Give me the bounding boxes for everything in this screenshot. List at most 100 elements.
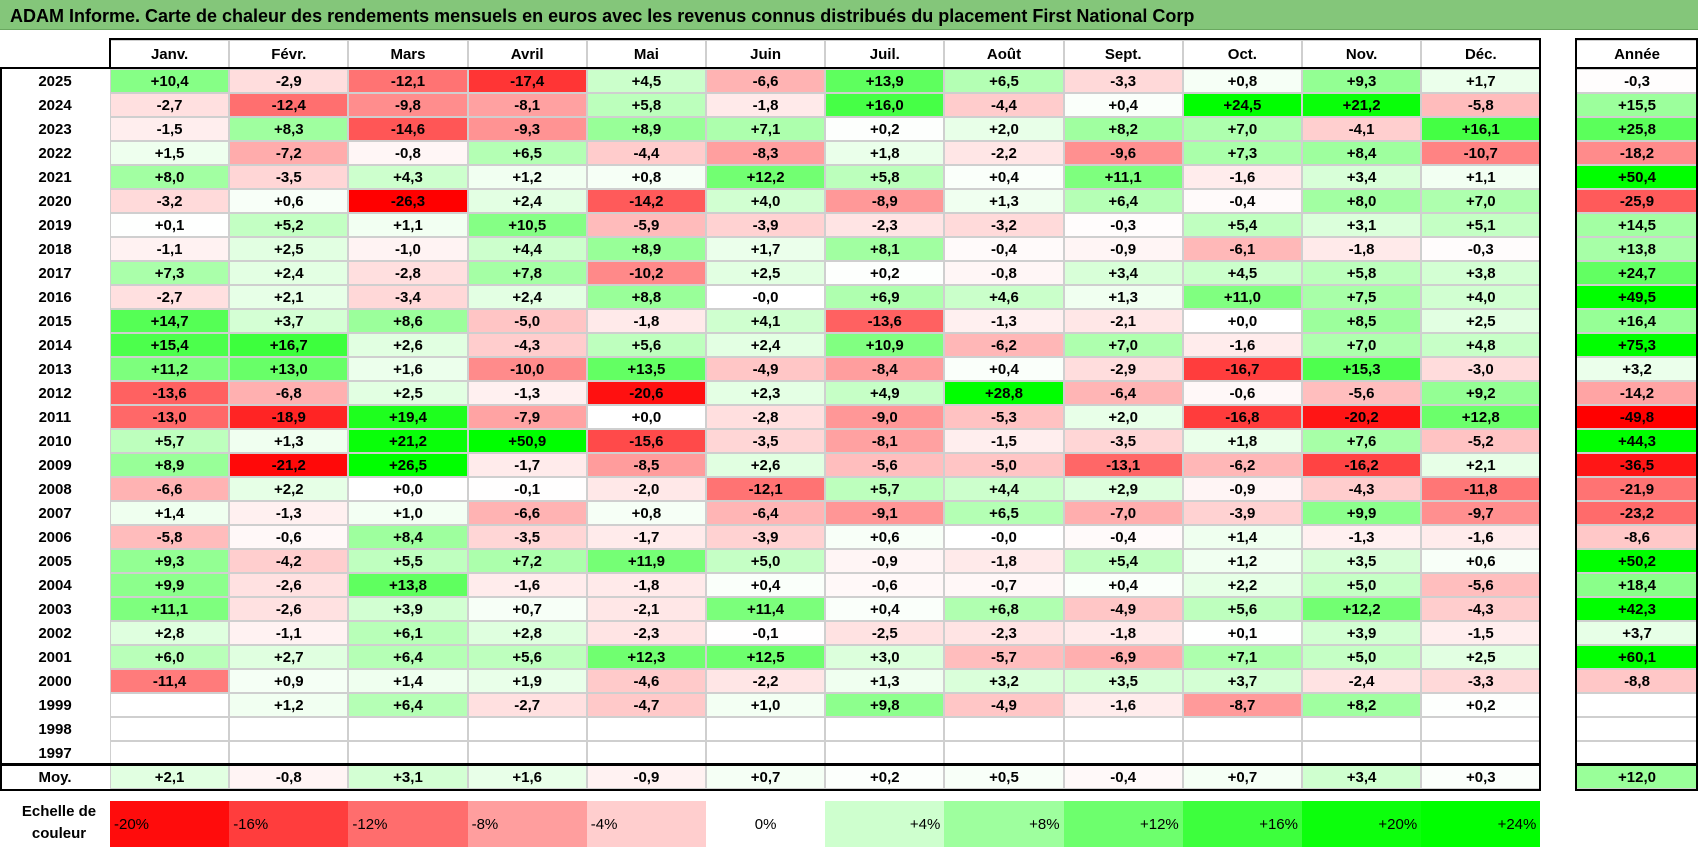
annual-cell: +14,5 bbox=[1576, 213, 1698, 237]
heatmap-cell: -1,3 bbox=[1302, 525, 1422, 549]
color-scale-step: +20% bbox=[1302, 801, 1422, 847]
heatmap-cell: -2,3 bbox=[586, 621, 706, 645]
annual-cell: -18,2 bbox=[1576, 141, 1698, 165]
annual-cell: +42,3 bbox=[1576, 597, 1698, 621]
heatmap-cell: -16,7 bbox=[1182, 357, 1302, 381]
annual-column-header: Année bbox=[1576, 40, 1698, 68]
heatmap-cell: +5,8 bbox=[825, 165, 945, 189]
heatmap-cell: +8,0 bbox=[1302, 189, 1422, 213]
color-scale-step: +4% bbox=[825, 801, 945, 847]
heatmap-cell: +1,4 bbox=[348, 669, 468, 693]
heatmap-cell: -4,9 bbox=[1063, 597, 1183, 621]
annual-cell: +18,4 bbox=[1576, 573, 1698, 597]
heatmap-cell: +2,2 bbox=[1182, 573, 1302, 597]
column-header: Déc. bbox=[1421, 40, 1541, 68]
heatmap-cell: +1,7 bbox=[1421, 69, 1541, 93]
heatmap-cell: -4,3 bbox=[1421, 597, 1541, 621]
heatmap-cell bbox=[467, 717, 587, 741]
heatmap-cell: -2,7 bbox=[110, 285, 230, 309]
heatmap-cell: +0,8 bbox=[586, 165, 706, 189]
year-label: 1997 bbox=[38, 744, 72, 762]
annual-cell: -23,2 bbox=[1576, 501, 1698, 525]
page-title: ADAM Informe. Carte de chaleur des rende… bbox=[10, 6, 1195, 26]
heatmap-cell: -11,4 bbox=[110, 669, 230, 693]
heatmap-cell: -0,8 bbox=[944, 261, 1064, 285]
heatmap-cell: -2,2 bbox=[944, 141, 1064, 165]
heatmap-cell: -6,6 bbox=[706, 69, 826, 93]
heatmap-cell: -8,4 bbox=[825, 357, 945, 381]
annual-cell: +50,4 bbox=[1576, 165, 1698, 189]
heatmap-cell: -2,7 bbox=[110, 93, 230, 117]
year-label: 2008 bbox=[38, 480, 72, 498]
heatmap-cell: +9,9 bbox=[110, 573, 230, 597]
heatmap-cell: -9,1 bbox=[825, 501, 945, 525]
heatmap-cell: +0,4 bbox=[825, 597, 945, 621]
heatmap-cell: +6,1 bbox=[348, 621, 468, 645]
heatmap-cell: +1,7 bbox=[706, 237, 826, 261]
heatmap-cell: -1,5 bbox=[110, 117, 230, 141]
column-header: Juin bbox=[706, 40, 826, 68]
heatmap-cell: -8,5 bbox=[586, 453, 706, 477]
heatmap-cell: -1,8 bbox=[1302, 237, 1422, 261]
heatmap-cell: +5,4 bbox=[1063, 549, 1183, 573]
heatmap-cell: -8,1 bbox=[825, 429, 945, 453]
heatmap-cell: +9,8 bbox=[825, 693, 945, 717]
average-annual-cell: +12,0 bbox=[1576, 765, 1698, 789]
heatmap-cell: +5,5 bbox=[348, 549, 468, 573]
annual-cell: +24,7 bbox=[1576, 261, 1698, 285]
year-label: 2023 bbox=[38, 120, 72, 138]
heatmap-cell: +2,4 bbox=[467, 189, 587, 213]
heatmap-cell: +13,5 bbox=[586, 357, 706, 381]
heatmap-cell: +16,7 bbox=[229, 333, 349, 357]
heatmap-cell: -1,5 bbox=[1421, 621, 1541, 645]
heatmap-cell bbox=[1302, 741, 1422, 765]
heatmap-cell: -16,2 bbox=[1302, 453, 1422, 477]
year-label: 2015 bbox=[38, 312, 72, 330]
heatmap-cell: +3,5 bbox=[1302, 549, 1422, 573]
column-header: Sept. bbox=[1063, 40, 1183, 68]
column-header: Janv. bbox=[110, 40, 230, 68]
heatmap-cell: -0,6 bbox=[1182, 381, 1302, 405]
heatmap-cell: +5,8 bbox=[1302, 261, 1422, 285]
annual-cell: +25,8 bbox=[1576, 117, 1698, 141]
heatmap-cell bbox=[706, 717, 826, 741]
heatmap-cell bbox=[467, 741, 587, 765]
heatmap-cell: -5,6 bbox=[1302, 381, 1422, 405]
annual-cell: +49,5 bbox=[1576, 285, 1698, 309]
heatmap-cell bbox=[229, 717, 349, 741]
heatmap-cell: -14,6 bbox=[348, 117, 468, 141]
year-label: 2001 bbox=[38, 648, 72, 666]
annual-cell: -0,3 bbox=[1576, 69, 1698, 93]
heatmap-cell: +16,1 bbox=[1421, 117, 1541, 141]
year-label: 2010 bbox=[38, 432, 72, 450]
heatmap-cell: -15,6 bbox=[586, 429, 706, 453]
year-label: 2006 bbox=[38, 528, 72, 546]
heatmap-cell: +0,7 bbox=[467, 597, 587, 621]
heatmap-cell: -2,0 bbox=[586, 477, 706, 501]
heatmap-cell: +11,0 bbox=[1182, 285, 1302, 309]
heatmap-cell: +7,3 bbox=[110, 261, 230, 285]
heatmap-cell: -1,7 bbox=[586, 525, 706, 549]
heatmap-cell: +4,0 bbox=[1421, 285, 1541, 309]
heatmap-cell: -6,2 bbox=[944, 333, 1064, 357]
heatmap-cell: -4,4 bbox=[944, 93, 1064, 117]
heatmap-cell: +8,2 bbox=[1063, 117, 1183, 141]
heatmap-cell bbox=[944, 741, 1064, 765]
heatmap-cell: -9,0 bbox=[825, 405, 945, 429]
heatmap-cell: -1,8 bbox=[706, 93, 826, 117]
heatmap-cell: -2,9 bbox=[229, 69, 349, 93]
heatmap-cell: -0,4 bbox=[1063, 525, 1183, 549]
heatmap-cell: +7,8 bbox=[467, 261, 587, 285]
color-scale-step: 0% bbox=[706, 801, 826, 847]
heatmap-cell: -0,9 bbox=[825, 549, 945, 573]
heatmap-cell: -3,2 bbox=[110, 189, 230, 213]
heatmap-cell: -4,6 bbox=[586, 669, 706, 693]
column-header: Mars bbox=[348, 40, 468, 68]
heatmap-cell: +4,4 bbox=[467, 237, 587, 261]
average-cell: +3,4 bbox=[1302, 765, 1422, 789]
year-label: 2014 bbox=[38, 336, 72, 354]
annual-cell: -36,5 bbox=[1576, 453, 1698, 477]
heatmap-cell: +5,2 bbox=[229, 213, 349, 237]
heatmap-cell: +2,8 bbox=[110, 621, 230, 645]
heatmap-cell: -5,8 bbox=[1421, 93, 1541, 117]
